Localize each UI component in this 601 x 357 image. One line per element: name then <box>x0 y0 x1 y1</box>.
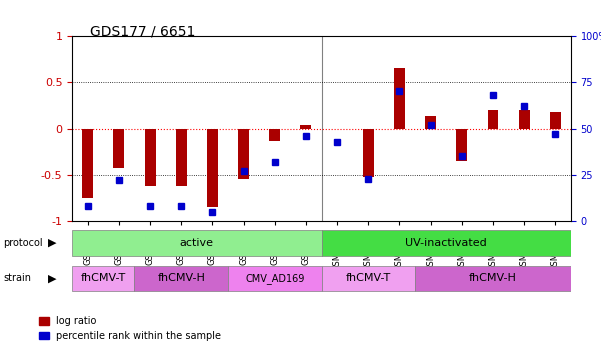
Bar <box>269 129 280 141</box>
FancyBboxPatch shape <box>322 230 571 256</box>
Text: CMV_AD169: CMV_AD169 <box>245 273 305 284</box>
Bar <box>550 112 561 129</box>
Bar <box>145 129 156 186</box>
FancyBboxPatch shape <box>72 266 135 291</box>
FancyBboxPatch shape <box>415 266 571 291</box>
Text: active: active <box>180 238 214 248</box>
Bar <box>363 129 374 177</box>
Bar <box>238 129 249 178</box>
Bar <box>394 68 405 129</box>
Bar <box>82 129 93 198</box>
Text: ▶: ▶ <box>48 238 56 248</box>
Text: ▶: ▶ <box>48 273 56 283</box>
FancyBboxPatch shape <box>322 266 415 291</box>
FancyBboxPatch shape <box>72 230 322 256</box>
Text: fhCMV-T: fhCMV-T <box>81 273 126 283</box>
Legend: log ratio, percentile rank within the sample: log ratio, percentile rank within the sa… <box>35 312 225 345</box>
Bar <box>425 116 436 129</box>
Bar <box>487 110 498 129</box>
Text: fhCMV-T: fhCMV-T <box>346 273 391 283</box>
Text: UV-inactivated: UV-inactivated <box>405 238 487 248</box>
FancyBboxPatch shape <box>228 266 322 291</box>
Text: protocol: protocol <box>3 238 43 248</box>
FancyBboxPatch shape <box>135 266 228 291</box>
Bar <box>175 129 187 186</box>
Bar <box>519 110 529 129</box>
Text: GDS177 / 6651: GDS177 / 6651 <box>90 25 195 39</box>
Bar <box>456 129 468 161</box>
Text: fhCMV-H: fhCMV-H <box>469 273 517 283</box>
Text: strain: strain <box>3 273 31 283</box>
Bar <box>114 129 124 167</box>
Bar <box>207 129 218 207</box>
Bar <box>300 125 311 129</box>
Text: fhCMV-H: fhCMV-H <box>157 273 205 283</box>
